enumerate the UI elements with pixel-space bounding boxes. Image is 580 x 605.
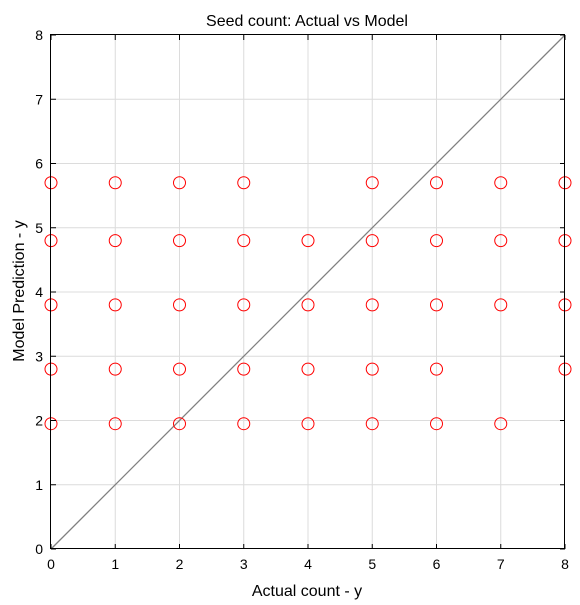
data-point <box>365 176 379 190</box>
reference-line-group <box>50 34 566 550</box>
x-tick-label: 8 <box>561 556 569 572</box>
data-point <box>173 417 186 431</box>
data-point <box>108 234 122 248</box>
data-point <box>365 298 379 312</box>
data-point <box>430 417 443 431</box>
data-point <box>365 362 379 376</box>
chart-title: Seed count: Actual vs Model <box>206 13 408 30</box>
data-point <box>108 362 122 376</box>
data-point <box>237 298 251 312</box>
data-point <box>430 298 443 312</box>
data-point <box>430 234 443 248</box>
data-point <box>494 234 508 248</box>
y-tick-label: 0 <box>35 541 43 557</box>
data-point <box>108 417 122 431</box>
data-point <box>173 176 186 190</box>
data-point <box>301 362 315 376</box>
y-axis-label: Model Prediction - y <box>11 220 28 361</box>
data-point <box>173 298 186 312</box>
data-point <box>365 234 379 248</box>
data-point <box>301 417 315 431</box>
x-tick-label: 0 <box>47 556 55 572</box>
x-axis-label: Actual count - y <box>252 583 362 600</box>
x-tick-label: 1 <box>111 556 119 572</box>
x-tick-label: 3 <box>240 556 248 572</box>
data-point <box>237 234 251 248</box>
data-point <box>237 417 251 431</box>
data-point <box>108 298 122 312</box>
axis-ticks: 0 1 2 3 4 5 6 7 8 0 1 2 3 4 5 6 7 8 <box>35 27 569 572</box>
x-tick-label: 5 <box>368 556 376 572</box>
y-tick-label: 8 <box>35 27 43 43</box>
y-tick-label: 5 <box>35 220 43 236</box>
data-point <box>237 176 251 190</box>
y-tick-label: 3 <box>35 348 43 364</box>
x-tick-label: 6 <box>433 556 441 572</box>
data-point <box>301 234 315 248</box>
data-point <box>237 362 251 376</box>
y-tick-label: 6 <box>35 156 43 172</box>
data-point <box>108 176 122 190</box>
y-tick-label: 1 <box>35 477 43 493</box>
data-point <box>494 298 508 312</box>
data-point <box>430 362 443 376</box>
data-point <box>301 298 315 312</box>
data-point <box>430 176 443 190</box>
reference-line <box>50 34 566 550</box>
y-tick-label: 7 <box>35 91 43 107</box>
grid-lines <box>51 35 565 549</box>
x-tick-label: 4 <box>304 556 312 572</box>
x-tick-label: 7 <box>497 556 505 572</box>
data-point <box>494 417 508 431</box>
y-tick-label: 2 <box>35 413 43 429</box>
data-point <box>173 234 186 248</box>
data-point <box>365 417 379 431</box>
x-tick-label: 2 <box>176 556 184 572</box>
data-point <box>173 362 186 376</box>
y-tick-label: 4 <box>35 284 43 300</box>
data-point <box>494 176 508 190</box>
